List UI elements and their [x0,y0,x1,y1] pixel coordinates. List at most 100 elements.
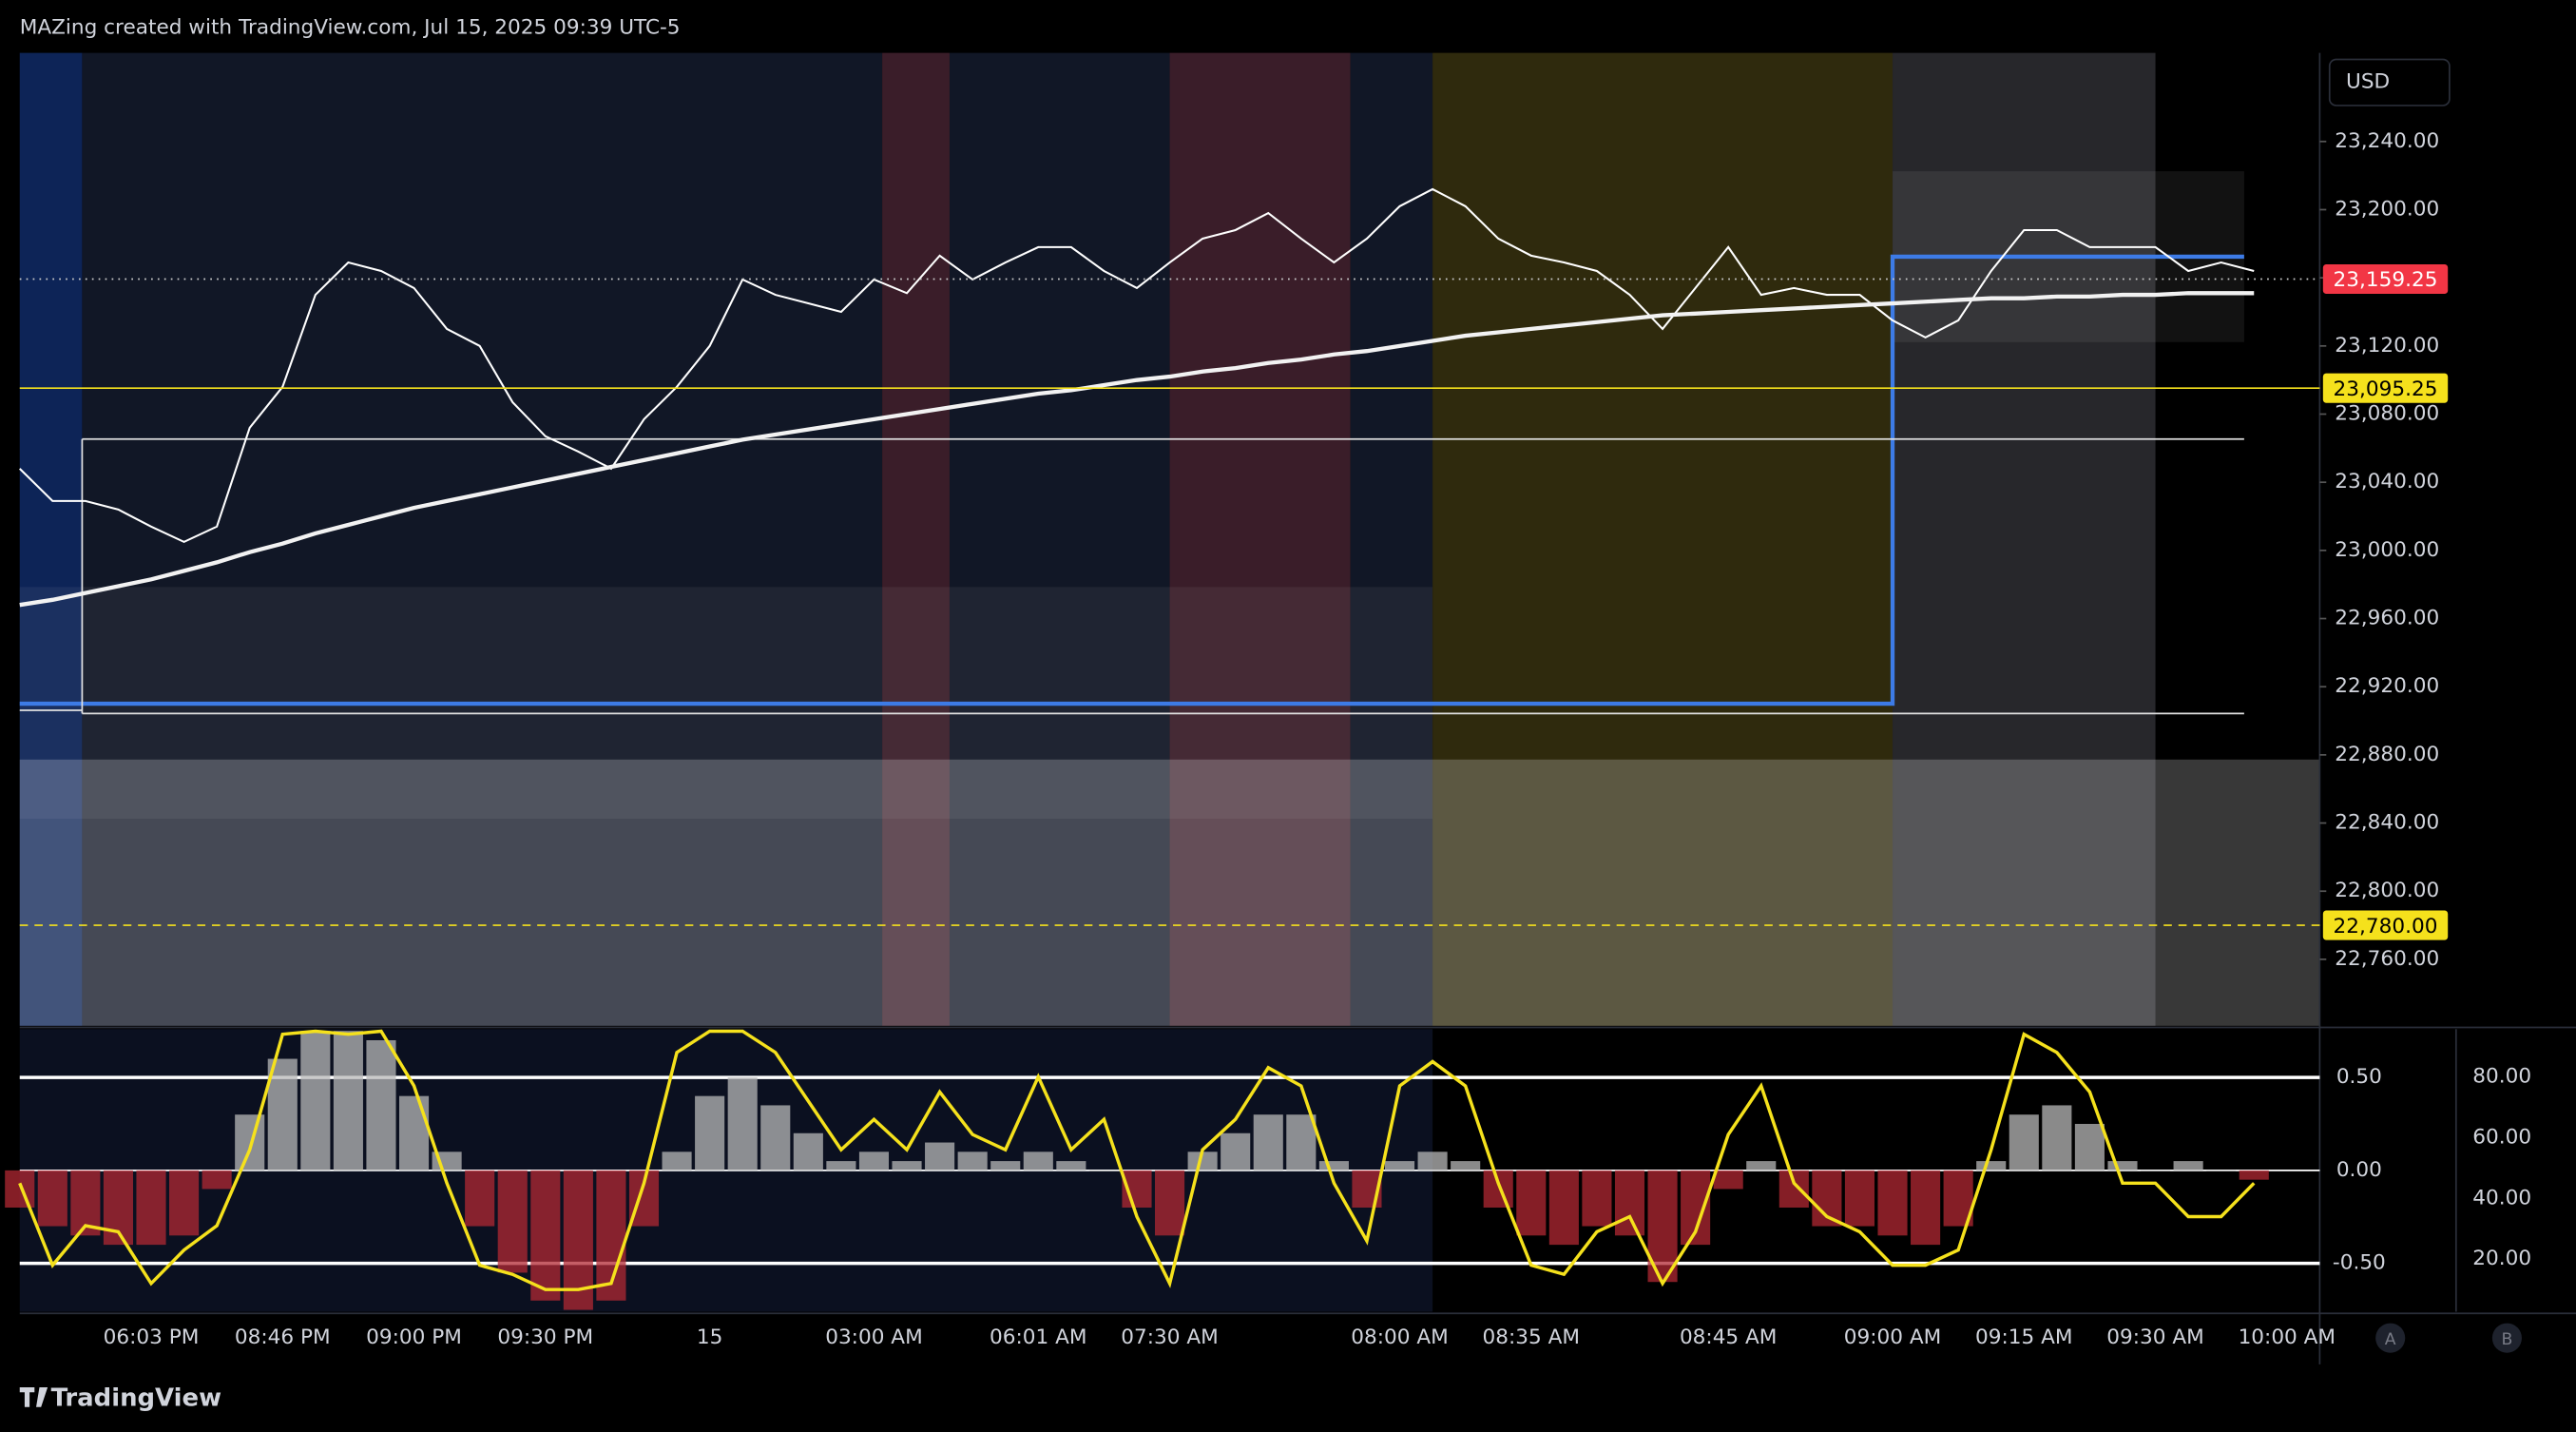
histogram-bar [5,1170,35,1208]
histogram-bar [497,1170,528,1273]
histogram-bar [267,1058,298,1171]
price-label-box [2322,263,2449,295]
y-tick-label: 23,000.00 [2335,538,2439,562]
y-tick-label: 22,880.00 [2335,743,2439,766]
histogram-bar [695,1095,725,1171]
histogram-bar [760,1105,791,1171]
price-label: 23,159.25 [2334,268,2438,292]
histogram-bar [1844,1170,1875,1227]
histogram-bar [1582,1170,1612,1227]
y-tick-label: 23,240.00 [2335,129,2439,153]
button[interactable] [2375,1323,2406,1353]
histogram-bar [1318,1161,1349,1171]
x-tick-label: 09:30 AM [2106,1326,2204,1349]
histogram-bar [1253,1114,1283,1171]
histogram-bar [1483,1170,1513,1208]
button-label[interactable]: A [2385,1330,2396,1349]
histogram-bar [398,1095,430,1171]
y-tick-label: -0.50 [2333,1251,2386,1275]
x-tick-label: 10:00 AM [2239,1326,2336,1349]
y2-tick-label: 60.00 [2472,1125,2531,1149]
price-label-box [2322,910,2449,940]
histogram-bar [1451,1161,1481,1171]
x-tick-label: 06:03 PM [104,1326,200,1349]
brand: TradingView [51,1384,222,1413]
y-tick-label: 23,040.00 [2335,470,2439,493]
histogram-bar [1778,1170,1809,1208]
histogram-bar [793,1132,823,1171]
histogram-bar [1713,1170,1743,1190]
x-tick-label: 09:15 AM [1975,1326,2073,1349]
x-tick-label: 08:45 AM [1680,1326,1778,1349]
x-tick-label: 08:46 PM [235,1326,331,1349]
x-tick-label: 08:35 AM [1483,1326,1581,1349]
x-tick-label: 03:00 AM [825,1326,923,1349]
y2-tick-label: 40.00 [2472,1186,2531,1209]
histogram-bar [1384,1161,1415,1171]
price-line [19,187,2255,544]
histogram-bar [1286,1114,1317,1171]
histogram-bar [1614,1170,1645,1236]
histogram-bar [2042,1105,2072,1171]
x-tick-label: 09:00 PM [366,1326,462,1349]
histogram-bar [1155,1170,1185,1236]
y-tick-label: 0.50 [2336,1065,2382,1089]
x-tick-label: 08:00 AM [1351,1326,1449,1349]
logo [19,1387,48,1407]
y2-tick-label: 80.00 [2472,1064,2531,1088]
histogram-bar [662,1151,692,1171]
y-tick-label: 0.00 [2336,1158,2382,1182]
button[interactable] [2491,1323,2522,1353]
y-tick-label: 22,800.00 [2335,879,2439,902]
histogram-bar [300,1031,331,1171]
histogram-bar [1516,1170,1547,1236]
x-tick-label: 09:30 PM [497,1326,593,1349]
currency[interactable]: USD [2346,70,2390,94]
y-tick-label: 23,080.00 [2335,402,2439,426]
histogram-bar [1548,1170,1579,1246]
x-tick-label: 09:00 AM [1844,1326,1942,1349]
price-label-box [2322,373,2449,403]
histogram-bar [990,1161,1021,1171]
histogram-bar [2107,1161,2138,1171]
histogram-bar [892,1161,922,1171]
button-label[interactable]: B [2501,1330,2512,1349]
header-title: MAZing created with TradingView.com, Jul… [20,16,681,40]
y-tick-label: 23,120.00 [2335,334,2439,358]
y-tick-label: 23,200.00 [2335,197,2439,221]
histogram-bar [366,1039,396,1171]
histogram-bar [2009,1114,2039,1171]
histogram-bar [727,1077,758,1171]
x-tick-label: 06:01 AM [990,1326,1087,1349]
histogram-bar [1221,1132,1251,1171]
moving-average [19,291,2255,608]
histogram-bar [858,1151,890,1171]
histogram-bar [1417,1151,1448,1171]
histogram-bar [202,1170,232,1190]
oscillator-line [18,1029,2256,1291]
histogram-bar [136,1170,166,1246]
histogram-bar [333,1031,363,1171]
x-tick-label: 07:30 AM [1121,1326,1219,1349]
histogram-bar [1187,1151,1218,1171]
price-label: 22,780.00 [2334,915,2438,939]
currency-button[interactable] [2328,58,2451,106]
histogram-bar [1746,1161,1777,1171]
histogram-bar [925,1142,955,1171]
y-tick-label: 22,760.00 [2335,947,2439,971]
histogram-bar [37,1170,67,1227]
histogram-bar [1911,1170,1941,1246]
histogram-bar [1056,1161,1086,1171]
y2-tick-label: 20.00 [2472,1247,2531,1270]
histogram-bar [2239,1170,2269,1180]
y-tick-label: 22,960.00 [2335,607,2439,630]
histogram-bar [826,1161,856,1171]
histogram-bar [957,1151,988,1171]
histogram-bar [169,1170,200,1236]
histogram-bar [235,1114,265,1171]
price-label: 23,095.25 [2334,377,2438,401]
histogram-bar [530,1170,561,1301]
histogram-bar [2074,1123,2105,1171]
y-tick-label: 22,920.00 [2335,674,2439,698]
